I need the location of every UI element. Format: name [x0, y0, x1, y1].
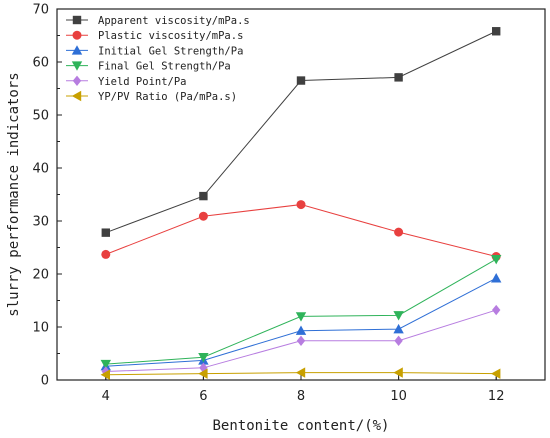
data-point — [295, 367, 306, 378]
data-point — [296, 76, 306, 85]
legend-label: Final Gel Strength/Pa — [98, 61, 231, 73]
data-point — [394, 335, 403, 346]
legend-marker-icon — [71, 90, 82, 102]
series-1 — [101, 200, 501, 262]
x-tick-label: 4 — [102, 389, 110, 404]
y-axis-title: slurry performance indicators — [6, 72, 22, 316]
legend-label: Apparent viscosity/mPa.s — [98, 15, 250, 27]
data-point — [491, 368, 501, 379]
y-tick-label: 0 — [41, 374, 49, 389]
x-tick-label: 8 — [297, 389, 305, 404]
data-point — [100, 369, 110, 380]
legend-label: Yield Point/Pa — [98, 76, 187, 88]
y-tick-label: 10 — [32, 321, 49, 336]
series-line — [105, 204, 497, 257]
data-point — [296, 200, 306, 210]
series-0 — [101, 27, 501, 237]
series-line — [105, 258, 497, 365]
data-point — [198, 353, 209, 363]
data-point — [393, 323, 404, 334]
legend-label: YP/PV Ratio (Pa/mPa.s) — [98, 91, 237, 103]
data-point — [199, 191, 208, 201]
series-4 — [101, 304, 501, 377]
data-point — [295, 312, 307, 322]
series-line — [105, 277, 497, 367]
y-tick-label: 20 — [32, 268, 49, 283]
data-point — [394, 73, 403, 82]
axes: 4 6 8 10 12 0 10 20 30 40 50 60 70 — [32, 3, 546, 404]
data-point — [393, 367, 403, 378]
legend-marker-icon — [71, 61, 83, 71]
y-tick-label: 70 — [32, 3, 49, 18]
x-axis-title: Bentonite content/(%) — [212, 418, 389, 434]
x-tick-label: 12 — [488, 389, 505, 404]
data-point — [295, 325, 307, 335]
legend-item: Apparent viscosity/mPa.s — [66, 15, 250, 27]
series-3 — [100, 254, 502, 370]
legend-marker-icon — [71, 45, 83, 55]
legend-label: Plastic viscosity/mPa.s — [98, 30, 243, 42]
data-point — [394, 227, 404, 237]
x-tick-label: 6 — [199, 389, 207, 404]
y-tick-label: 60 — [32, 56, 49, 71]
legend-marker-icon — [72, 75, 82, 86]
data-point — [296, 335, 306, 346]
data-point — [491, 254, 502, 265]
series-5 — [100, 367, 501, 380]
y-tick-label: 50 — [32, 109, 49, 124]
data-point — [198, 211, 208, 221]
y-tick-label: 40 — [32, 162, 49, 177]
legend-item: Yield Point/Pa — [66, 75, 187, 88]
data-point — [101, 228, 110, 237]
x-tick-label: 10 — [390, 389, 407, 404]
data-point — [198, 368, 208, 379]
legend-item: Final Gel Strength/Pa — [66, 61, 231, 73]
data-point — [101, 249, 111, 259]
legend-marker-icon — [72, 30, 82, 40]
data-point — [492, 304, 501, 316]
data-point — [393, 311, 404, 321]
series-layer — [100, 27, 502, 380]
y-tick-label: 30 — [32, 215, 49, 230]
legend-marker-icon — [72, 15, 82, 25]
legend-item: Initial Gel Strength/Pa — [66, 45, 243, 57]
series-2 — [100, 273, 502, 371]
legend-item: YP/PV Ratio (Pa/mPa.s) — [66, 90, 237, 103]
data-point — [492, 27, 501, 36]
legend-label: Initial Gel Strength/Pa — [98, 45, 243, 57]
data-point — [491, 273, 502, 283]
data-point — [100, 359, 111, 370]
legend-item: Plastic viscosity/mPa.s — [66, 30, 243, 42]
legend: Apparent viscosity/mPa.s Plastic viscosit… — [66, 15, 250, 103]
